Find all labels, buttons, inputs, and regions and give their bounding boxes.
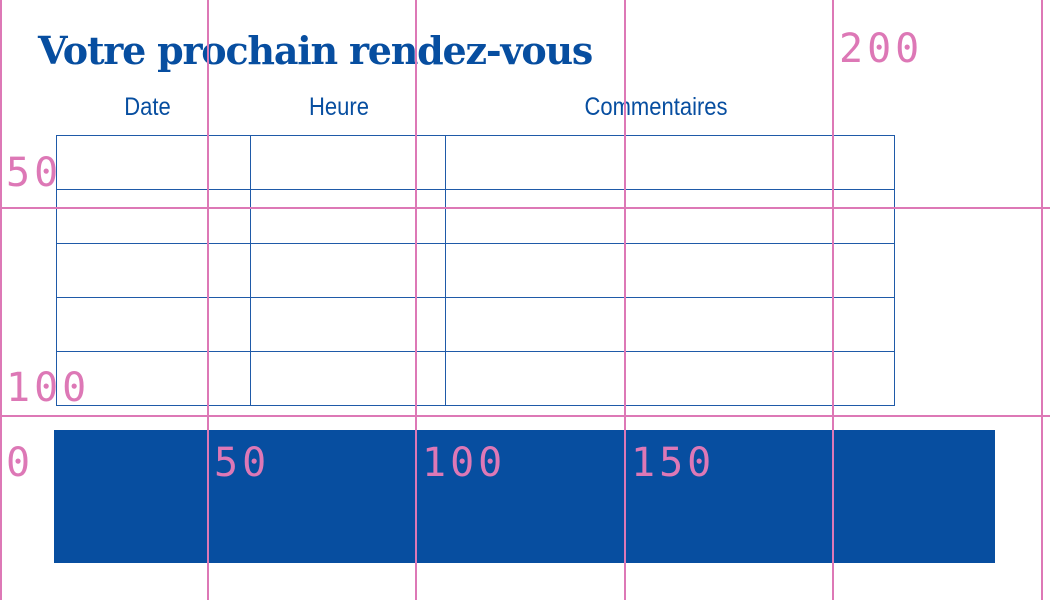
grid-label: 50 [6, 150, 63, 196]
column-header-heure: Heure [309, 93, 369, 121]
commentaires-cell[interactable] [445, 189, 895, 244]
grid-line-horizontal [0, 207, 1050, 209]
date-cell[interactable] [56, 297, 251, 352]
grid-label: 0 [6, 440, 35, 486]
table-row [56, 135, 895, 190]
commentaires-cell[interactable] [445, 351, 895, 406]
table-row [56, 351, 895, 406]
heure-cell[interactable] [250, 351, 446, 406]
table-row [56, 189, 895, 244]
blue-footer-band [54, 430, 995, 563]
grid-label: 150 [631, 440, 716, 486]
grid-label: 50 [214, 440, 271, 486]
grid-line-horizontal [0, 415, 1050, 417]
commentaires-cell[interactable] [445, 135, 895, 190]
grid-label: 200 [839, 26, 924, 72]
grid-line-vertical [1041, 0, 1043, 600]
table-row [56, 243, 895, 298]
date-cell[interactable] [56, 351, 251, 406]
grid-line-vertical [832, 0, 834, 600]
grid-line-vertical [624, 0, 626, 600]
heure-cell[interactable] [250, 135, 446, 190]
column-header-commentaires: Commentaires [584, 93, 728, 121]
column-header-date: Date [124, 93, 171, 121]
appointment-table [56, 135, 895, 406]
table-row [56, 297, 895, 352]
date-cell[interactable] [56, 135, 251, 190]
grid-label: 100 [6, 365, 91, 411]
commentaires-cell[interactable] [445, 297, 895, 352]
heure-cell[interactable] [250, 243, 446, 298]
date-cell[interactable] [56, 189, 251, 244]
date-cell[interactable] [56, 243, 251, 298]
grid-label: 100 [422, 440, 507, 486]
grid-line-vertical [0, 0, 2, 600]
commentaires-cell[interactable] [445, 243, 895, 298]
grid-line-vertical [415, 0, 417, 600]
grid-line-vertical [207, 0, 209, 600]
page-title: Votre prochain rendez-vous [38, 28, 593, 73]
